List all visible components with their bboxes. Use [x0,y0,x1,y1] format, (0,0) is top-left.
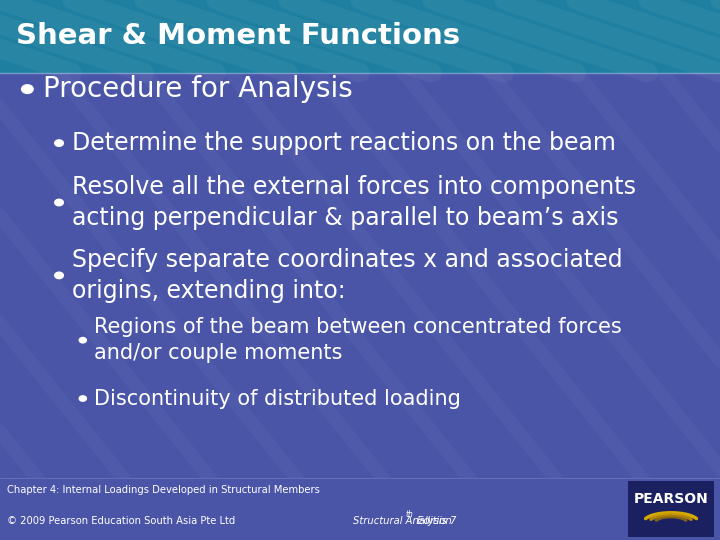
Text: Discontinuity of distributed loading: Discontinuity of distributed loading [94,388,461,409]
Bar [0,478,720,540]
Bar [628,481,714,537]
Text: © 2009 Pearson Education South Asia Pte Ltd: © 2009 Pearson Education South Asia Pte … [7,516,235,526]
Circle shape [79,396,86,401]
Text: PEARSON: PEARSON [634,492,708,506]
Text: Edition: Edition [414,516,451,526]
Text: Structural Analysis 7: Structural Analysis 7 [353,516,456,526]
Circle shape [22,85,33,93]
Circle shape [55,140,63,146]
Text: Determine the support reactions on the beam: Determine the support reactions on the b… [72,131,616,155]
Text: Shear & Moment Functions: Shear & Moment Functions [16,23,460,50]
Circle shape [55,199,63,206]
Circle shape [79,338,86,343]
Bar [0,0,720,73]
Circle shape [55,272,63,279]
Text: Procedure for Analysis: Procedure for Analysis [43,75,353,103]
Text: Chapter 4: Internal Loadings Developed in Structural Members: Chapter 4: Internal Loadings Developed i… [7,485,320,495]
Text: Specify separate coordinates x and associated
origins, extending into:: Specify separate coordinates x and assoc… [72,248,623,303]
Text: Resolve all the external forces into components
acting perpendicular & parallel : Resolve all the external forces into com… [72,175,636,230]
Text: th: th [405,510,413,519]
Text: Regions of the beam between concentrated forces
and/or couple moments: Regions of the beam between concentrated… [94,318,621,363]
